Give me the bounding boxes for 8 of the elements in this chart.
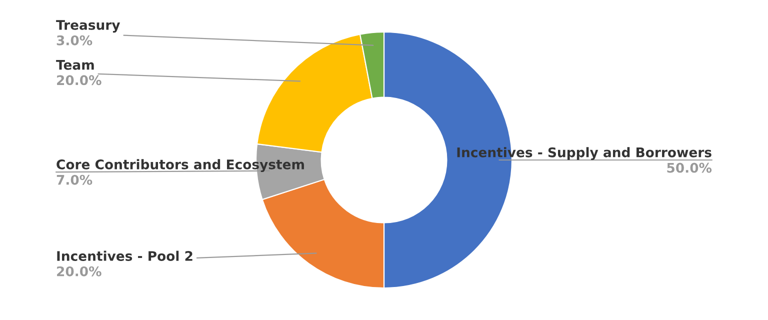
slice-label: Incentives - Pool 2 (57, 250, 192, 261)
data-label: 3.0% (56, 35, 92, 46)
data-label: 20.0% (57, 75, 102, 86)
data-label: 20.0% (57, 266, 102, 276)
slice-label: Team (56, 60, 94, 70)
slice-label: Treasury (56, 20, 120, 33)
data-label: 7.0% (56, 174, 92, 185)
data-label: 50.0% (667, 162, 712, 173)
